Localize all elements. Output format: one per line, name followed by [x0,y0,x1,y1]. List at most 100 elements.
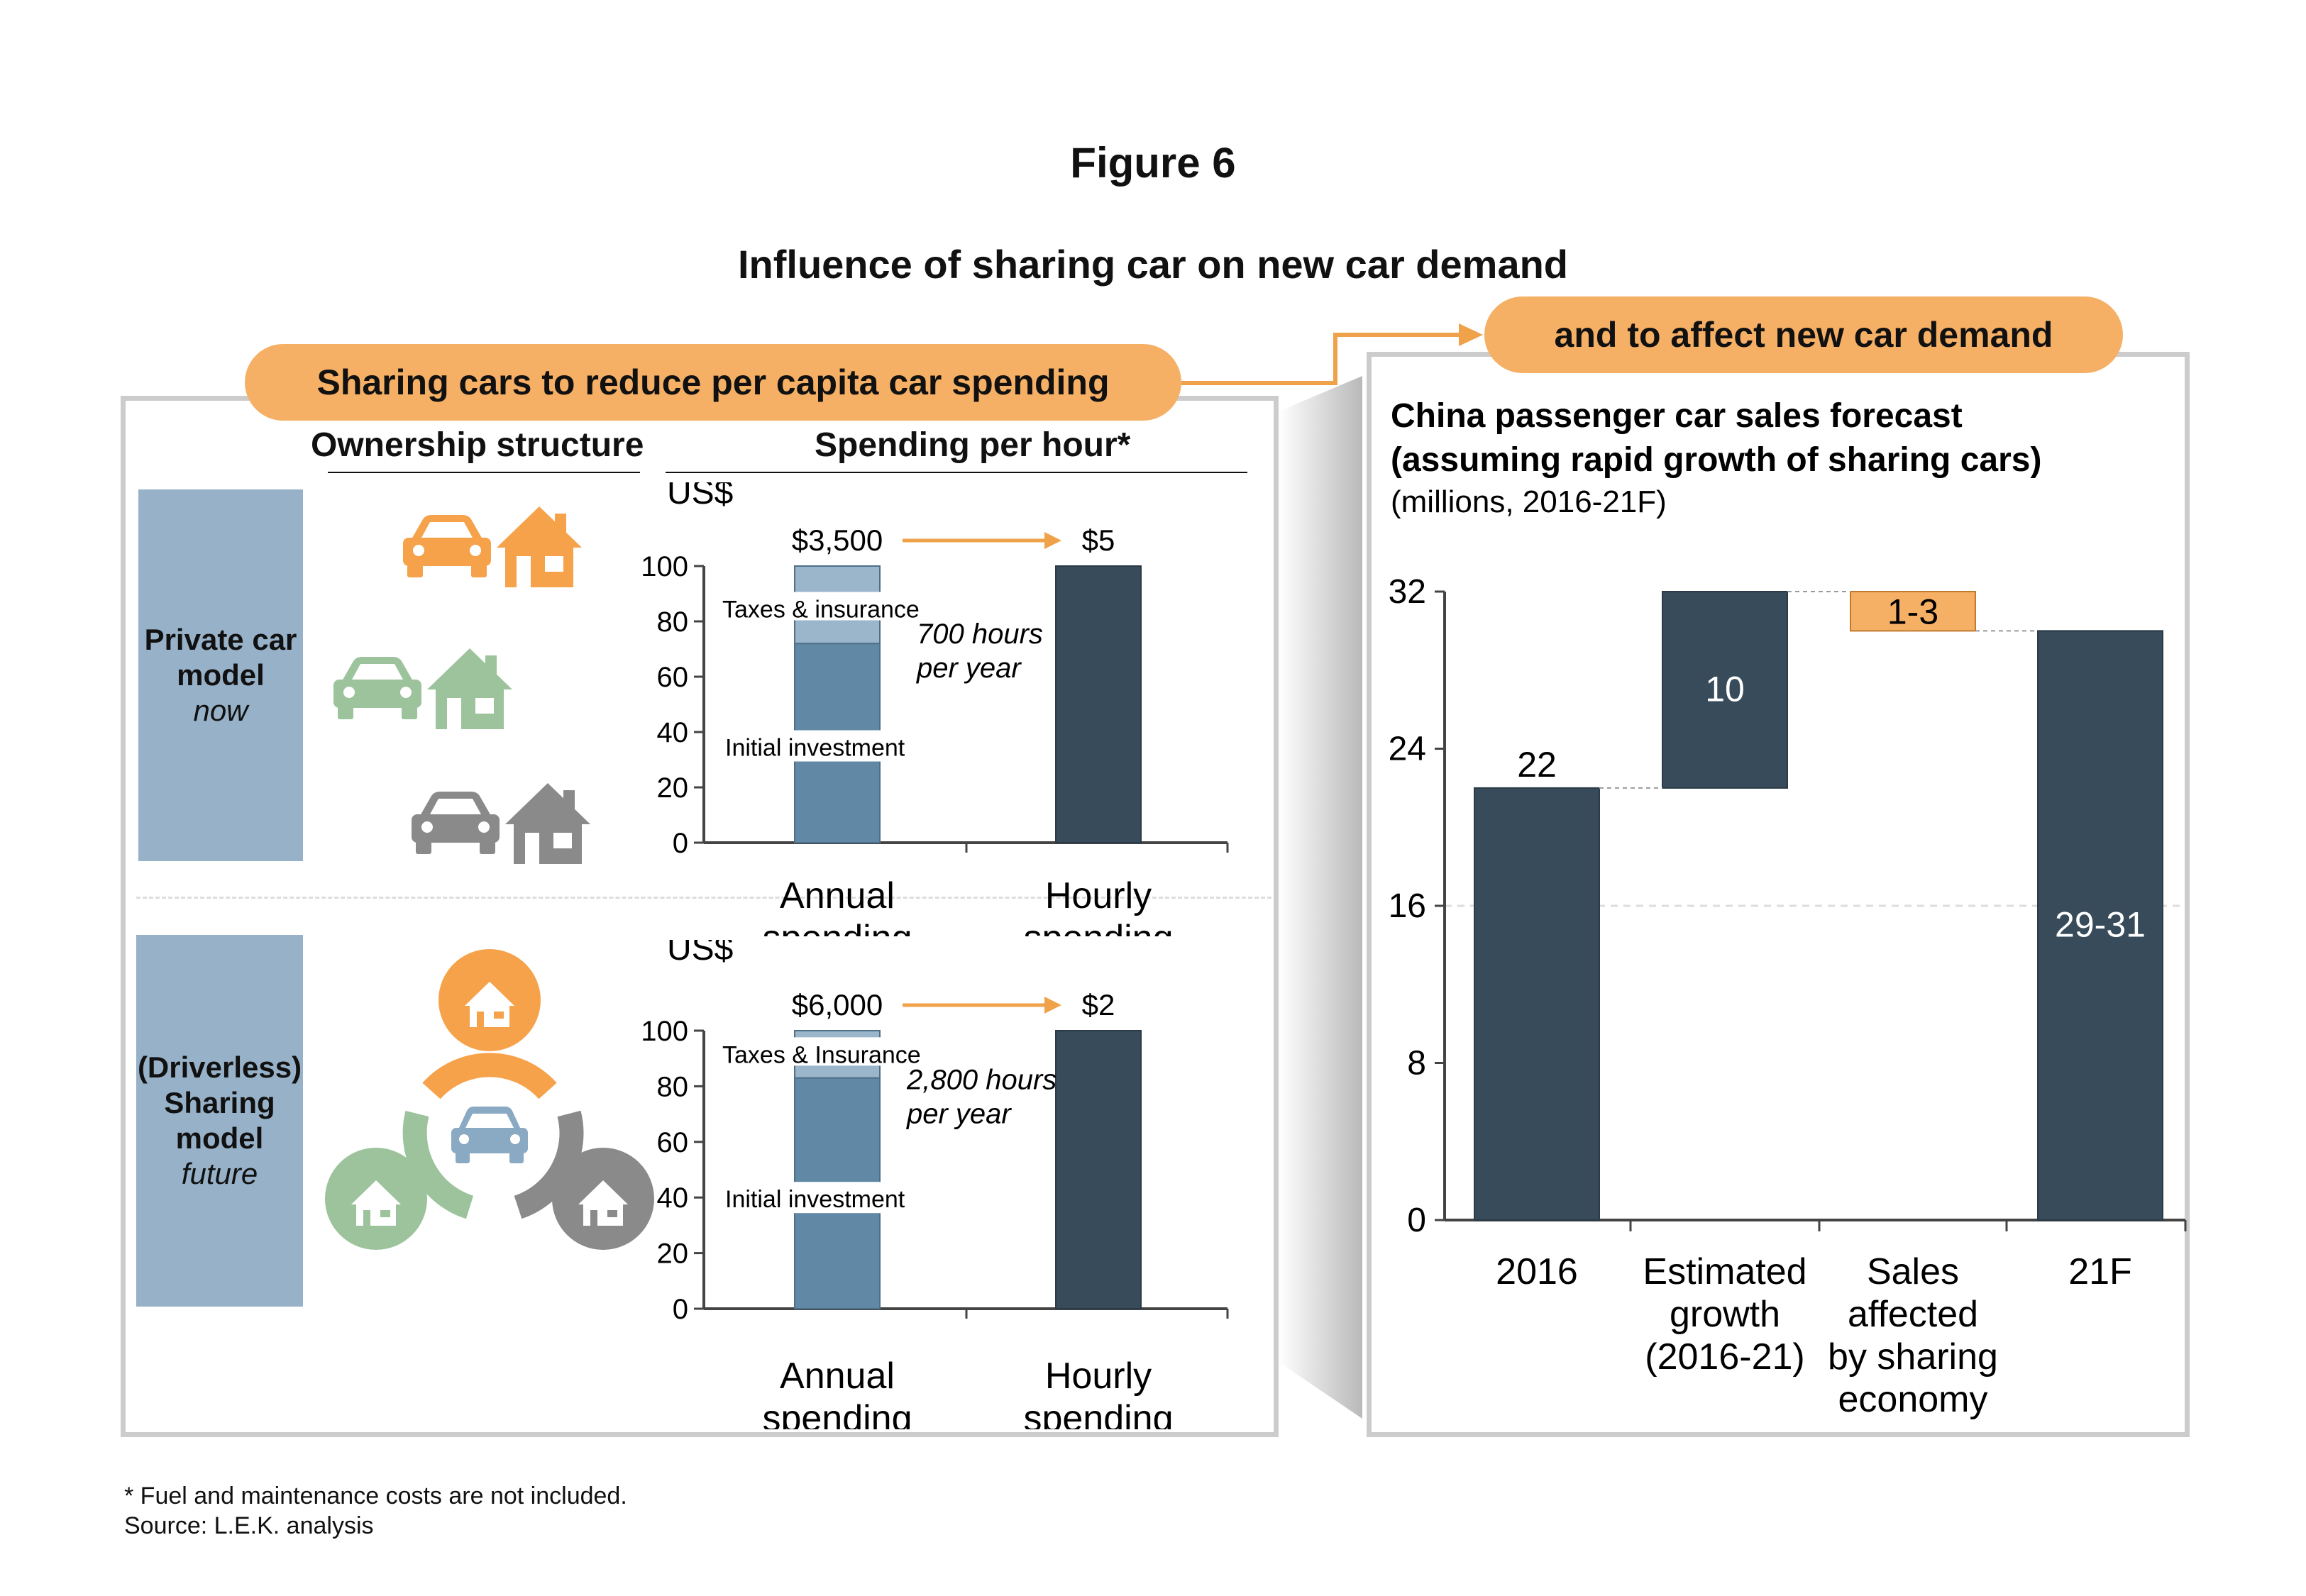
main-title: Influence of sharing car on new car dema… [737,242,1569,287]
value-label: $6,000 [792,988,883,1021]
sales-forecast-chart: China passenger car sales forecast (assum… [1389,397,2187,1420]
category-label: Hourly [1045,1356,1152,1397]
funnel-shape [1279,376,1362,1419]
category-label: Hourly [1045,875,1152,916]
category-label: Estimated [1643,1251,1806,1292]
y-tick-label: 40 [657,1182,689,1214]
y-tick-label: 16 [1389,887,1426,925]
left-banner: Sharing cars to reduce per capita car sp… [245,344,1181,421]
waterfall-bar [2037,630,2163,1221]
category-label: (2016-21) [1645,1336,1804,1378]
y-tick-label: 8 [1407,1045,1426,1082]
y-tick-label: 0 [673,1294,688,1325]
y-tick-label: 80 [657,606,689,638]
label-background [722,730,912,762]
y-tick-label: 20 [657,772,689,804]
source-note: Source: L.E.K. analysis [124,1512,374,1539]
hours-annotation: 700 hours [917,619,1043,650]
y-tick-label: 0 [1407,1202,1426,1239]
y-tick-label: 100 [641,551,688,582]
label-line: model [175,1121,264,1155]
category-label: 2016 [1496,1251,1578,1292]
series-label: Initial investment [725,735,905,762]
ring-segment-orange [422,1053,557,1099]
label-sub: future [181,1157,258,1190]
label-line: model [177,658,265,692]
car-house-icon-grey [412,783,590,864]
y-tick-label: 0 [673,828,688,859]
y-tick-label: 60 [657,1127,689,1158]
label-line: (Driverless) [137,1051,302,1084]
bar-label: 29-31 [2055,905,2146,945]
banner-arrow-head [1459,323,1483,346]
header-underline [328,472,640,473]
header-underline [666,472,1247,473]
series-label: Taxes & insurance [722,597,920,624]
chart-title: China passenger car sales forecast [1391,397,1963,435]
y-tick-label: 40 [657,717,689,748]
label-sub: now [193,694,248,727]
series-label: Taxes & Insurance [722,1041,921,1068]
bar-hourly [1055,565,1142,843]
waterfall-bar [1850,591,1976,632]
y-axis-unit: US$ [667,940,733,968]
y-tick-label: 24 [1389,731,1426,768]
y-tick-label: 100 [641,1016,688,1047]
category-label: spending [762,1398,912,1429]
arrow-head [1044,532,1061,549]
category-label: 21F [2068,1251,2132,1292]
spending-chart-sharing: US$ 0 20 40 60 80 100 Initial investment Taxes &… [641,940,1229,1429]
sharing-model-label: (Driverless) Sharing model future [136,935,303,1307]
label-background [718,592,910,621]
category-label: growth [1670,1294,1780,1335]
y-tick-label: 32 [1389,573,1426,611]
car-house-icon-green [333,648,512,729]
label-line: Private car [144,623,297,656]
ring-segment-green [402,1110,474,1219]
y-axis-unit: US$ [667,482,733,511]
hours-annotation: per year [916,653,1022,684]
category-label: spending [1023,918,1173,936]
waterfall-bar [1662,591,1788,789]
y-tick-label: 80 [657,1071,689,1102]
category-label: spending [1023,1398,1173,1429]
category-label: affected [1848,1294,1978,1335]
ownership-header: Ownership structure [311,426,644,464]
spending-chart-private: US$ 0 20 40 60 80 100 Initial investment Taxes &… [641,482,1229,936]
y-tick-label: 20 [657,1238,689,1270]
bar-label: 1-3 [1887,592,1938,632]
hours-annotation: per year [906,1098,1012,1129]
category-label: economy [1838,1379,1988,1420]
spending-header: Spending per hour* [815,426,1131,464]
category-label: Annual [780,1356,895,1397]
category-label: Annual [780,875,895,916]
house-icon [497,506,582,587]
bar-hourly [1055,1030,1142,1309]
arrow-head [1044,997,1061,1014]
bar-label: 22 [1517,745,1557,785]
car-house-icon-orange [403,506,582,587]
chart-subtitle: (millions, 2016-21F) [1391,484,1667,519]
bar-label: 10 [1705,669,1745,709]
figure-label: Figure 6 [1070,139,1236,187]
private-model-label: Private car model now [138,489,303,861]
value-label: $5 [1082,523,1115,557]
waterfall-bar [1474,787,1600,1221]
label-background [718,1037,910,1066]
hours-annotation: 2,800 hours [906,1064,1057,1095]
banner-arrow-line [1181,333,1462,385]
chart-title: (assuming rapid growth of sharing cars) [1391,441,2041,479]
row-divider [136,897,1271,899]
value-label: $3,500 [792,523,883,557]
label-line: Sharing [164,1086,275,1119]
series-label: Initial investment [725,1186,905,1213]
label-background [722,1182,912,1214]
y-tick-label: 60 [657,662,689,693]
value-label: $2 [1082,988,1115,1021]
category-label: by sharing [1828,1336,1998,1378]
category-label: spending [762,918,912,936]
footnote: * Fuel and maintenance costs are not inc… [124,1483,627,1509]
category-label: Sales [1867,1251,1959,1292]
right-banner: and to affect new car demand [1484,297,2123,373]
